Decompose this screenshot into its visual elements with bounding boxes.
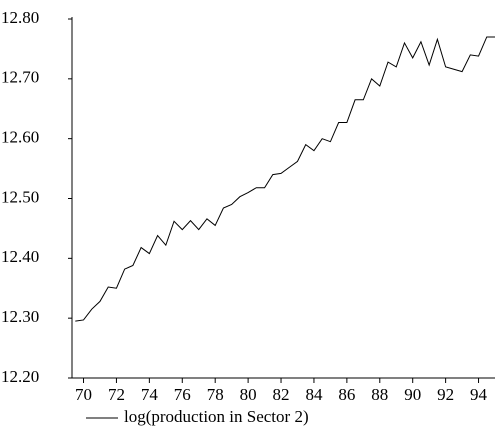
- y-tick-label: 12.20: [1, 367, 39, 386]
- y-tick-label: 12.60: [1, 128, 39, 147]
- y-tick-label: 12.40: [1, 247, 39, 266]
- y-tick-label: 12.70: [1, 68, 39, 87]
- x-tick-label: 84: [305, 385, 323, 404]
- x-tick-label: 74: [141, 385, 159, 404]
- y-tick-label: 12.30: [1, 307, 39, 326]
- y-tick-label: 12.80: [1, 8, 39, 27]
- x-tick-label: 90: [404, 385, 421, 404]
- legend-label: log(production in Sector 2): [124, 407, 309, 426]
- x-tick-label: 76: [174, 385, 191, 404]
- x-tick-label: 86: [338, 385, 355, 404]
- y-tick-label: 12.50: [1, 187, 39, 206]
- x-tick-label: 82: [273, 385, 290, 404]
- x-tick-label: 80: [240, 385, 257, 404]
- series-line: [75, 36, 495, 322]
- x-tick-label: 92: [437, 385, 454, 404]
- x-tick-label: 88: [371, 385, 388, 404]
- x-tick-label: 94: [470, 385, 488, 404]
- x-tick-label: 72: [108, 385, 125, 404]
- x-tick-label: 70: [75, 385, 92, 404]
- x-tick-label: 78: [207, 385, 224, 404]
